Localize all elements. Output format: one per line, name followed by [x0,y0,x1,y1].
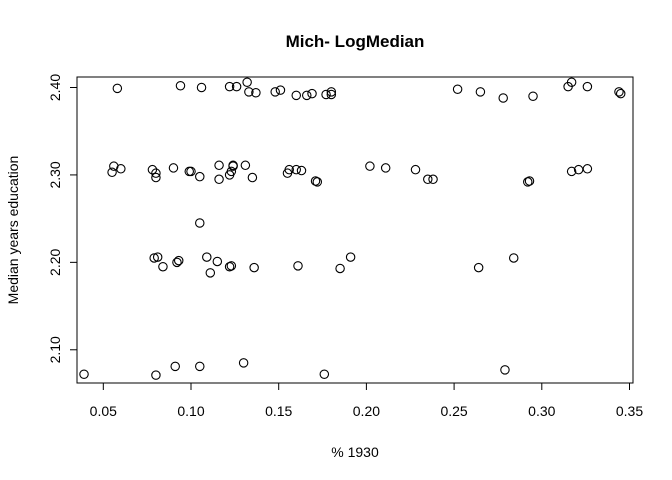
data-point [524,176,535,186]
y-axis-title: Median years education [5,156,21,305]
data-point [291,164,301,175]
data-point [321,89,331,100]
data-point [196,82,207,93]
data-point [473,262,484,273]
data-point [173,255,184,266]
data-point [224,261,235,272]
data-point [228,161,238,171]
x-tick-label: 0.25 [440,403,467,419]
plot-frame [76,76,634,384]
data-point [109,161,119,171]
data-point [151,370,161,380]
data-point [244,87,254,97]
data-point [326,87,337,97]
data-point [238,358,249,368]
x-tick-label: 0.10 [177,403,204,419]
data-point [310,176,321,186]
data-point [284,164,294,175]
data-point [168,163,179,173]
data-point [302,90,312,101]
data-point [312,177,323,187]
data-point [410,164,421,175]
data-point [498,93,508,103]
data-point [247,172,258,183]
x-axis-title: % 1930 [331,444,379,460]
data-point [566,77,577,87]
data-point [112,83,123,94]
chart-title: Mich- LogMedian [286,32,425,51]
data-point [326,89,337,100]
data-point [186,166,196,177]
data-point [170,361,180,372]
data-point [205,268,216,278]
data-point [270,87,280,97]
data-point [226,261,237,271]
data-point [307,88,317,99]
data-point [224,81,235,92]
data-point [335,263,345,274]
data-point [195,218,205,228]
data-point [615,88,626,99]
data-points [79,77,626,380]
data-point [380,163,391,173]
data-point [149,253,159,263]
data-point [151,168,161,178]
x-tick-label: 0.35 [616,403,643,419]
y-tick-label: 2.40 [47,74,63,101]
data-point [175,80,186,91]
data-point [212,256,223,267]
data-point [582,164,593,174]
data-point [475,87,486,97]
data-point [240,160,251,171]
data-point [202,252,212,262]
data-point [296,165,307,176]
data-point [79,369,89,380]
data-point [107,167,117,178]
x-tick-label: 0.20 [353,403,380,419]
data-point [251,87,261,98]
data-point [172,257,182,268]
y-tick-label: 2.20 [47,249,63,276]
data-point [614,87,624,97]
data-point [275,85,286,95]
data-point [231,81,242,92]
data-point [423,174,433,185]
data-point [365,161,375,171]
x-tick-label: 0.30 [528,403,555,419]
data-point [152,252,163,262]
x-tick-label: 0.15 [265,403,292,419]
data-point [452,84,463,94]
data-point [147,164,158,175]
y-tick-label: 2.10 [47,336,63,363]
y-tick-label: 2.30 [47,161,63,188]
data-point [428,174,438,185]
data-point [291,90,301,101]
data-point [226,166,237,177]
data-point [508,253,519,263]
data-point [523,177,533,187]
data-point [214,174,224,185]
x-tick-label: 0.05 [90,403,117,419]
data-point [319,369,330,380]
data-point [116,164,126,174]
y-axis: 2.10 2.20 2.30 2.40 [47,74,78,363]
data-point [293,261,303,271]
data-point [151,172,161,183]
data-point [195,361,205,372]
data-point [195,171,205,182]
data-point [582,81,593,92]
data-point [528,91,538,101]
data-point [566,166,577,177]
data-point [345,252,356,262]
data-point [249,262,259,273]
data-point [158,261,168,272]
data-point [500,365,510,375]
data-point [214,160,224,171]
data-point [242,77,252,87]
x-axis: 0.05 0.10 0.15 0.20 0.25 0.30 0.35 [90,382,643,419]
